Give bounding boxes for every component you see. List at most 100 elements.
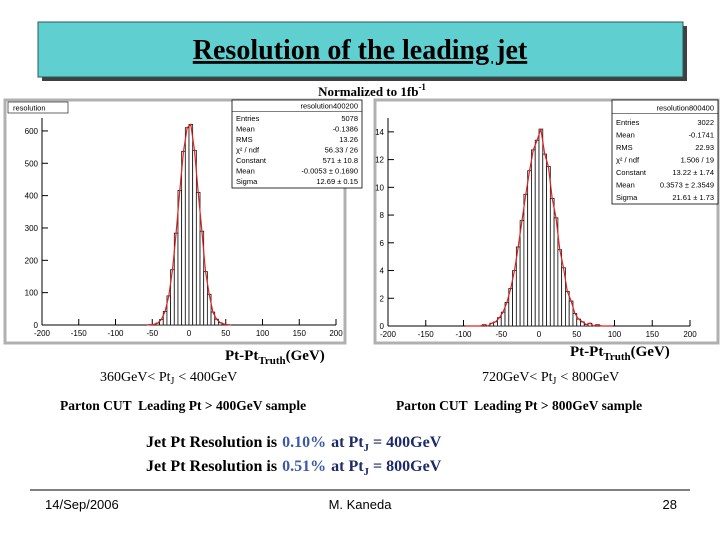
result-rest: = 400GeV (373, 434, 442, 451)
y-tick-label: 8 (380, 211, 385, 220)
stats-label: Sigma (616, 193, 638, 202)
x-tick-label: -150 (71, 329, 88, 338)
stats-box (611, 99, 719, 205)
histogram-bar (549, 198, 555, 327)
histogram-bar (531, 149, 536, 327)
result-text: Jet Pt Resolution is (146, 434, 277, 451)
footer-page: 28 (663, 497, 677, 512)
x-tick-label: -200 (34, 329, 51, 338)
histogram-label-box (7, 101, 69, 114)
histogram-bar (542, 153, 547, 327)
x-label-sub: Truth (258, 355, 285, 367)
histogram-bar (188, 124, 194, 326)
x-tick-label: -150 (418, 330, 435, 339)
cut-right: < 800GeV (560, 370, 619, 385)
stats-title: resolution400200 (300, 102, 358, 111)
cut-range: 720GeV< PtJ < 800GeV (482, 370, 619, 387)
normalization-sup: -1 (418, 82, 426, 92)
y-tick-label: 0 (34, 321, 39, 330)
x-tick-label: 50 (572, 330, 581, 339)
cut-sample: Parton CUT Leading Pt > 800GeV sample (396, 398, 642, 413)
stats-label: Mean (236, 125, 255, 134)
stats-label: Constant (616, 168, 647, 177)
x-label-main: Pt-Pt (225, 348, 258, 364)
y-tick-label: 14 (375, 128, 384, 137)
stats-value: 13.22 ± 1.74 (672, 168, 714, 177)
footer-date: 14/Sep/2006 (45, 497, 119, 512)
histogram-bar (519, 220, 525, 327)
histogram-bar (523, 193, 529, 327)
result-text: Jet Pt Resolution is (146, 458, 277, 475)
y-tick-label: 500 (25, 159, 39, 168)
histogram-bar (565, 290, 570, 327)
y-tick-label: 400 (25, 192, 39, 201)
stats-label: RMS (236, 135, 253, 144)
cut-range: 360GeV< PtJ < 400GeV (100, 370, 237, 387)
cut-sub: J (171, 376, 175, 387)
cut-sample: Parton CUT Leading Pt > 400GeV sample (60, 398, 306, 413)
footer-author: M. Kaneda (329, 497, 393, 512)
x-tick-label: 100 (256, 329, 270, 338)
result-rest: = 800GeV (373, 458, 442, 475)
x-tick-label: 100 (608, 330, 622, 339)
stats-value: 21.61 ± 1.73 (672, 193, 714, 202)
stats-box (231, 99, 363, 189)
y-tick-label: 10 (375, 183, 384, 192)
stats-label: χ² / ndf (616, 156, 640, 165)
x-tick-label: 150 (293, 329, 307, 338)
histogram-bar (553, 217, 559, 327)
y-tick-label: 4 (380, 267, 385, 276)
result-at: at Pt (331, 434, 364, 451)
stats-value: 12.69 ± 0.15 (316, 177, 358, 186)
x-axis-label: Pt-PtTruth(GeV) (570, 344, 670, 363)
histogram-bar (192, 149, 197, 326)
result-sub: J (364, 466, 370, 478)
x-tick-label: -100 (107, 329, 124, 338)
cut-sub: J (553, 376, 557, 387)
stats-value: -0.0053 ± 0.1690 (301, 167, 358, 176)
slide-title: Resolution of the leading jet (193, 35, 528, 66)
result-value: 0.51% (282, 458, 326, 475)
x-tick-label: -100 (455, 330, 472, 339)
normalization-text: Normalized to 1fb (318, 84, 418, 99)
cut-left: 360GeV< Pt (100, 370, 171, 385)
y-tick-label: 100 (25, 289, 39, 298)
y-tick-label: 2 (380, 294, 385, 303)
y-tick-label: 200 (25, 256, 39, 265)
stats-label: Entries (236, 114, 260, 123)
x-label-sub: Truth (603, 351, 630, 363)
result-sub: J (364, 442, 370, 454)
x-tick-label: 50 (221, 329, 230, 338)
stats-value: 13.26 (339, 135, 358, 144)
x-tick-label: -50 (495, 330, 507, 339)
result-value: 0.10% (282, 434, 326, 451)
x-tick-label: -200 (380, 330, 397, 339)
title-box (37, 21, 684, 78)
result-line: Jet Pt Resolution is 0.51% at PtJ = 800GeV (146, 458, 442, 478)
stats-value: 5078 (341, 114, 358, 123)
stats-value: 571 ± 10.8 (323, 156, 358, 165)
stats-label: Mean (616, 181, 635, 190)
x-tick-label: 200 (683, 330, 697, 339)
stats-value: 3022 (697, 118, 714, 127)
stats-value: -0.1386 (333, 125, 358, 134)
histogram-bar (181, 150, 186, 326)
stats-label: Mean (236, 167, 255, 176)
y-tick-label: 6 (380, 239, 385, 248)
normalization: Normalized to 1fb-1 (318, 82, 426, 99)
stats-label: Constant (236, 156, 267, 165)
cut-right: < 400GeV (178, 370, 237, 385)
x-label-rest: (GeV) (631, 344, 670, 360)
stats-label: Mean (616, 131, 635, 140)
stats-label: Entries (616, 118, 640, 127)
stats-value: 0.3573 ± 2.3549 (660, 181, 714, 190)
histogram-bar (546, 166, 551, 327)
y-tick-label: 12 (375, 156, 384, 165)
histogram-bar (195, 191, 201, 326)
x-axis-label: Pt-PtTruth(GeV) (225, 348, 325, 367)
x-tick-label: 0 (537, 330, 542, 339)
